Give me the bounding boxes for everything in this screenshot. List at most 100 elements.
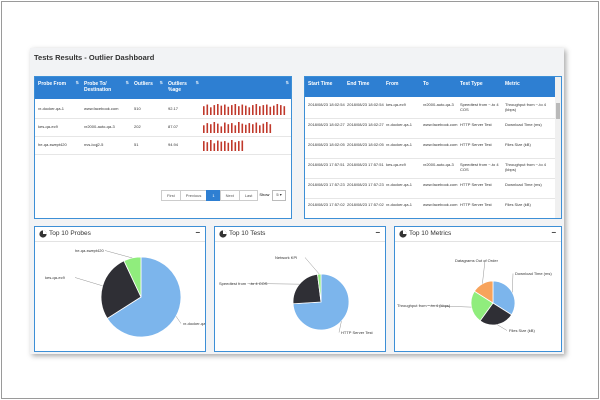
pie-slice[interactable]	[100, 260, 142, 319]
table-cell-end: 2018/08/23 18:02:54	[347, 102, 384, 107]
table-cell-type: HTTP Server Test	[460, 142, 492, 147]
col-label: Probe To/ Destination	[84, 81, 112, 93]
table-row[interactable]: 2018/08/23 18:02:54 2018/08/23 18:02:54 ke…	[305, 98, 555, 119]
col-probe-to[interactable]: Probe To/ Destination ⇅	[81, 77, 131, 99]
table-cell-from: vr-docker-qa-1	[386, 182, 413, 187]
sparkline-bar	[227, 142, 230, 151]
pie-label: kes-qa-ec9	[45, 275, 66, 280]
sparkline-bar	[206, 123, 209, 133]
sort-icon: ⇅	[75, 80, 79, 85]
col-outliers-pct[interactable]: Outliers %age ⇅	[165, 77, 201, 99]
col-label: End Time	[347, 81, 370, 87]
sparkline-bar	[224, 104, 226, 115]
table-cell-metric: Download Time (ms)	[505, 182, 542, 187]
pie-slice[interactable]	[479, 302, 513, 326]
pie-slice[interactable]	[470, 290, 494, 322]
pie-connector	[512, 273, 514, 293]
table-cell-metric: Download Time (ms)	[505, 122, 542, 127]
sparkline	[203, 104, 286, 115]
sparkline-bar	[262, 123, 265, 133]
col-metric[interactable]: Metric	[502, 77, 555, 97]
table-cell-start: 2018/08/23 18:02:27	[308, 122, 345, 127]
pie-connector	[482, 260, 486, 284]
card-title: Top 10 Probes	[49, 230, 91, 237]
col-to[interactable]: To	[420, 77, 457, 97]
col-outliers[interactable]: Outliers ⇅	[131, 77, 165, 99]
col-label: Start Time	[308, 81, 333, 87]
sparkline-bar	[266, 104, 268, 115]
table-cell-to: www.facebook.com	[423, 142, 458, 147]
sparkline-bar	[203, 125, 205, 133]
table-cell-start: 2018/08/23 18:02:05	[308, 142, 345, 147]
table-cell-to: www.facebook.com	[84, 106, 119, 111]
col-probe-from[interactable]: Probe From ⇅	[35, 77, 81, 99]
table-row[interactable]: 2018/08/23 17:57:23 2018/08/23 17:57:23 vr…	[305, 178, 555, 199]
sparkline-bar	[238, 141, 240, 151]
show-count-select[interactable]: 5 ▾	[272, 190, 286, 201]
sparkline-bar	[248, 107, 251, 115]
table-cell-end: 2018/08/23 18:02:05	[347, 142, 384, 147]
table-cell-metric: Throughput from ~-to 4 (kbps)	[505, 102, 547, 112]
table-row[interactable]: kes-qa-ec9 vr2000-auto-qa-3 202 87.07	[35, 118, 291, 137]
sort-icon: ⇅	[159, 80, 163, 85]
pagination: First Previous 1 Next Last Show 5 ▾	[161, 190, 286, 201]
pie-slice[interactable]	[106, 256, 182, 338]
table-cell-to: vr2000-auto-qa-3	[423, 162, 454, 167]
page-next-button[interactable]: Next	[219, 190, 240, 201]
table-row[interactable]: he-qa-swept420 nvs-lcqj2-5 51 94.94	[35, 136, 291, 155]
sparkline-bar	[241, 140, 244, 151]
page-1-button[interactable]: 1	[206, 190, 221, 201]
col-label: From	[386, 81, 399, 87]
pie-label: Speedtest from ~-to 4 COS	[219, 281, 268, 286]
table-row[interactable]: 2018/08/23 18:02:05 2018/08/23 18:02:05 vr…	[305, 138, 555, 159]
table-cell-from: kes-qa-ec9	[38, 124, 58, 129]
card-header: Top 10 Probes −	[35, 227, 205, 242]
pie-slice[interactable]	[292, 273, 322, 305]
sparkline-bar	[255, 122, 258, 133]
col-end-time[interactable]: End Time	[344, 77, 383, 97]
table-row[interactable]: 2018/08/23 17:57:02 2018/08/23 17:57:02 vr…	[305, 198, 555, 218]
sparkline-bar	[238, 106, 240, 115]
sparkline-bar	[245, 105, 247, 115]
col-test-type[interactable]: Test Type	[457, 77, 502, 97]
table-cell-start: 2018/08/23 17:57:23	[308, 182, 345, 187]
table-cell-end: 2018/08/23 17:57:02	[347, 202, 384, 207]
pie-chart-icon	[39, 230, 47, 238]
scrollbar-thumb[interactable]	[556, 103, 560, 119]
sparkline-bar	[217, 123, 219, 133]
sparkline	[203, 122, 272, 133]
sparkline-bar	[203, 141, 205, 151]
col-label: To	[423, 81, 429, 87]
col-start-time[interactable]: Start Time	[305, 77, 344, 97]
table-row[interactable]: 2018/08/23 17:57:51 2018/08/23 17:57:51 ke…	[305, 158, 555, 179]
table-cell-metric: Files Size (kB)	[505, 202, 531, 207]
sparkline-bar	[245, 124, 247, 133]
table-cell-from: kes-qa-ec9	[386, 162, 406, 167]
sparkline-bar	[210, 124, 212, 133]
page-previous-button[interactable]: Previous	[179, 190, 208, 201]
tests-table-scrollbar[interactable]	[555, 77, 561, 218]
sparkline-bar	[231, 140, 233, 151]
minimize-button[interactable]: −	[551, 228, 556, 237]
sparkline-bar	[234, 104, 237, 115]
table-cell-from: vr-docker-qa-1	[386, 122, 413, 127]
table-cell-outliers: 510	[134, 106, 141, 111]
minimize-button[interactable]: −	[375, 228, 380, 237]
table-row[interactable]: vr-docker-qa-1 www.facebook.com 510 92.17	[35, 100, 291, 119]
sparkline-bar	[241, 104, 244, 115]
page-last-button[interactable]: Last	[238, 190, 259, 201]
sparkline-bar	[262, 105, 265, 115]
sparkline-bar	[252, 124, 254, 133]
minimize-button[interactable]: −	[195, 228, 200, 237]
table-cell-type: HTTP Server Test	[460, 202, 492, 207]
col-from[interactable]: From	[383, 77, 420, 97]
sparkline-bar	[210, 107, 212, 115]
table-row[interactable]: 2018/08/23 18:02:27 2018/08/23 18:02:27 vr…	[305, 118, 555, 139]
page-first-button[interactable]: First	[161, 190, 181, 201]
table-cell-type: Speedtest from ~-to 4 COS	[460, 102, 499, 112]
pie-slice[interactable]	[317, 273, 322, 303]
col-sparkline[interactable]: ⇅	[201, 77, 291, 99]
show-count-value: 5	[276, 192, 279, 197]
sparkline-bar	[273, 105, 275, 115]
sparkline-bar	[269, 106, 272, 115]
